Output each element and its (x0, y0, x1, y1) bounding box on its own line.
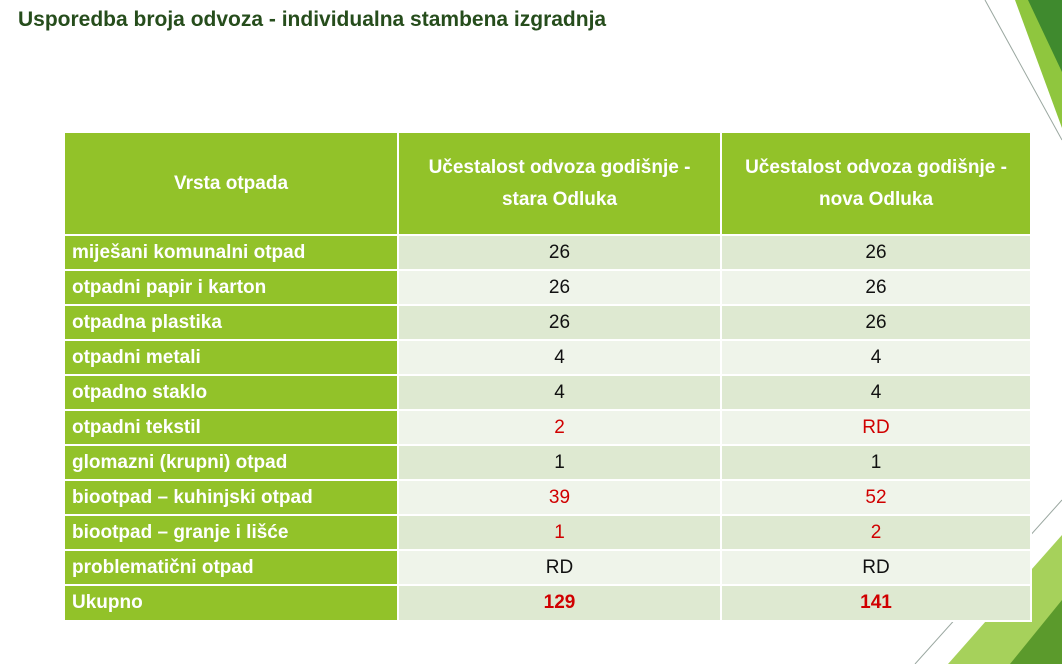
value-old: RD (397, 549, 722, 586)
total-new: 141 (720, 584, 1032, 622)
row-label: biootpad – kuhinjski otpad (63, 479, 399, 516)
value-old-changed: 1 (397, 514, 722, 551)
value-old: 26 (397, 234, 722, 271)
total-old: 129 (397, 584, 722, 622)
header-waste-type: Vrsta otpada (63, 131, 399, 236)
slide-title: Usporedba broja odvoza - individualna st… (18, 8, 607, 31)
row-label: biootpad – granje i lišće (63, 514, 399, 551)
row-label: otpadna plastika (63, 304, 399, 341)
row-label: miješani komunalni otpad (63, 234, 399, 271)
table-row: otpadni papir i karton 26 26 (63, 269, 1032, 306)
row-label: otpadni papir i karton (63, 269, 399, 306)
table-header-row: Vrsta otpada Učestalost odvoza godišnje … (63, 131, 1032, 236)
value-old: 26 (397, 269, 722, 306)
value-new: 26 (720, 304, 1032, 341)
value-new: 26 (720, 234, 1032, 271)
table-row: biootpad – kuhinjski otpad 39 52 (63, 479, 1032, 516)
table-row: otpadno staklo 4 4 (63, 374, 1032, 411)
value-old: 1 (397, 444, 722, 481)
row-label: otpadni metali (63, 339, 399, 376)
value-new: 1 (720, 444, 1032, 481)
value-old: 26 (397, 304, 722, 341)
row-label: otpadni tekstil (63, 409, 399, 446)
value-old-changed: 2 (397, 409, 722, 446)
total-label: Ukupno (63, 584, 399, 622)
row-label: problematični otpad (63, 549, 399, 586)
table-row: biootpad – granje i lišće 1 2 (63, 514, 1032, 551)
header-frequency-old: Učestalost odvoza godišnje - stara Odluk… (397, 131, 722, 236)
value-new-changed: 2 (720, 514, 1032, 551)
value-old: 4 (397, 339, 722, 376)
value-new: 26 (720, 269, 1032, 306)
table-row: problematični otpad RD RD (63, 549, 1032, 586)
value-old-changed: 39 (397, 479, 722, 516)
total-row: Ukupno 129 141 (63, 584, 1032, 622)
table-row: otpadni tekstil 2 RD (63, 409, 1032, 446)
table-row: otpadni metali 4 4 (63, 339, 1032, 376)
row-label: glomazni (krupni) otpad (63, 444, 399, 481)
waste-collection-table: Vrsta otpada Učestalost odvoza godišnje … (63, 131, 1032, 622)
table-row: miješani komunalni otpad 26 26 (63, 234, 1032, 271)
value-new-changed: RD (720, 409, 1032, 446)
table-row: glomazni (krupni) otpad 1 1 (63, 444, 1032, 481)
value-new: 4 (720, 374, 1032, 411)
value-old: 4 (397, 374, 722, 411)
header-frequency-new: Učestalost odvoza godišnje - nova Odluka (720, 131, 1032, 236)
value-new-changed: 52 (720, 479, 1032, 516)
value-new: 4 (720, 339, 1032, 376)
row-label: otpadno staklo (63, 374, 399, 411)
table-row: otpadna plastika 26 26 (63, 304, 1032, 341)
value-new: RD (720, 549, 1032, 586)
